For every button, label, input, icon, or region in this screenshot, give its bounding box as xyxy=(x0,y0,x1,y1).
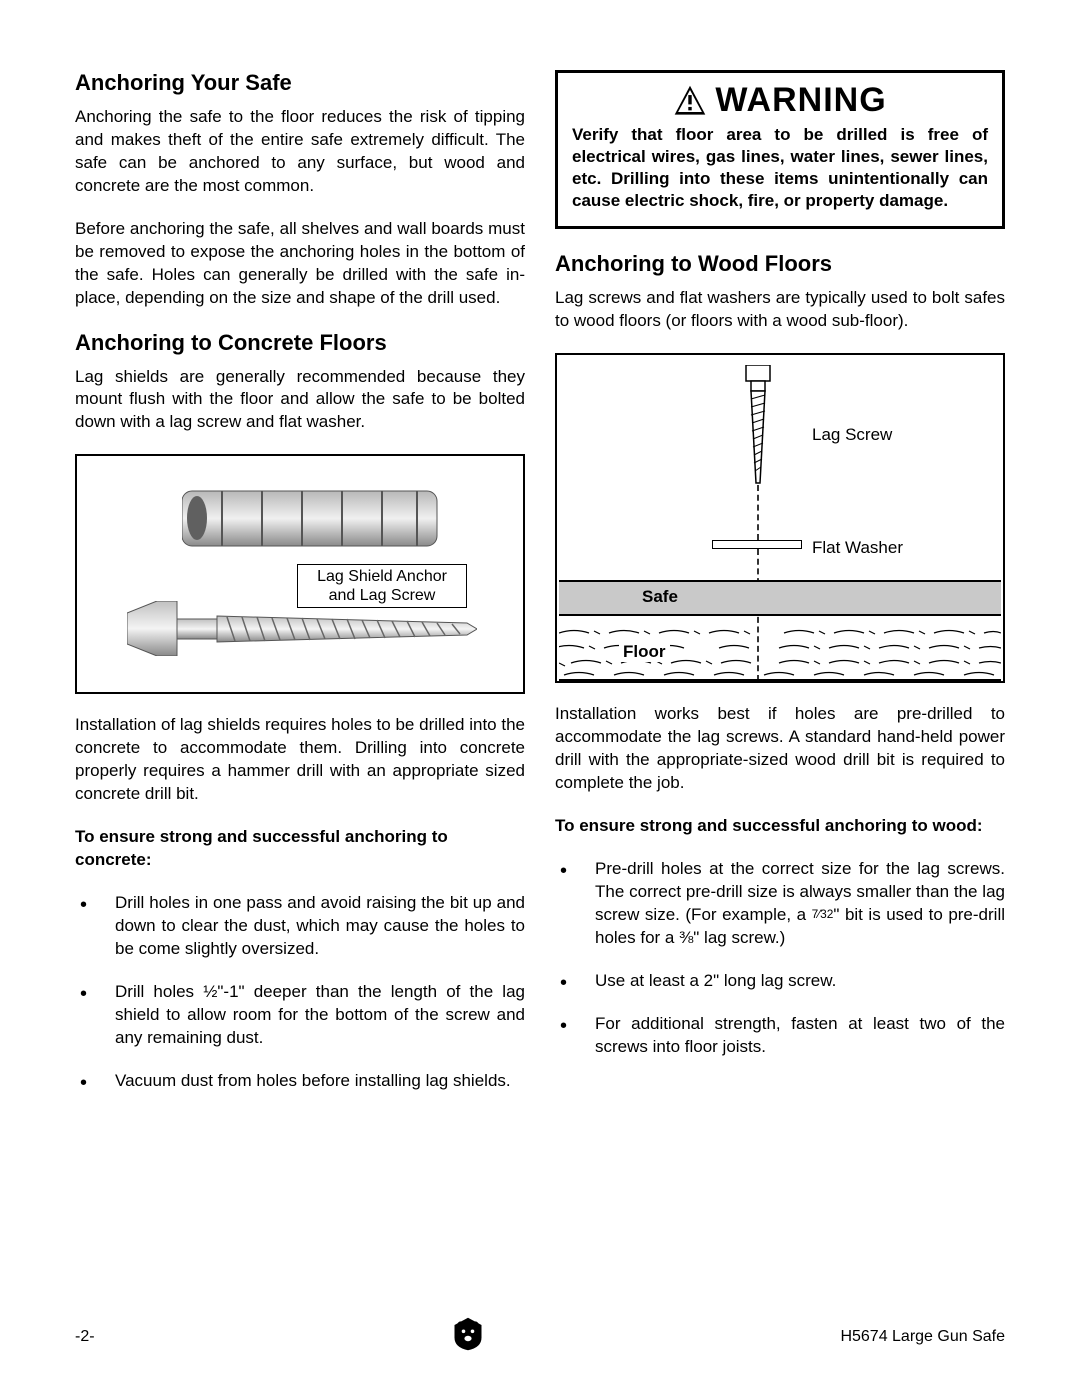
page-footer: -2- H5674 Large Gun Safe xyxy=(0,1316,1080,1357)
warning-text: Verify that floor area to be drilled is … xyxy=(572,124,988,212)
page-number: -2- xyxy=(75,1328,95,1346)
warning-box: WARNING Verify that floor area to be dri… xyxy=(555,70,1005,229)
figure-label: Lag Shield Anchor xyxy=(298,567,466,586)
model-name: H5674 Large Gun Safe xyxy=(840,1328,1005,1346)
figure-wood-floor: Lag Screw Flat Washer Safe Floor xyxy=(555,353,1005,683)
list-item: Pre-drill holes at the correct size for … xyxy=(555,858,1005,950)
para: Lag shields are generally recommended be… xyxy=(75,366,525,435)
warning-icon xyxy=(673,84,707,118)
bullet-list-concrete: Drill holes in one pass and avoid raisin… xyxy=(75,892,525,1093)
figure-label: Safe xyxy=(642,587,678,607)
safe-bar xyxy=(559,580,1001,616)
list-item: Drill holes in one pass and avoid raisin… xyxy=(75,892,525,961)
list-item: Vacuum dust from holes before installing… xyxy=(75,1070,525,1093)
heading-anchoring-safe: Anchoring Your Safe xyxy=(75,70,525,96)
figure-label: Floor xyxy=(619,642,670,662)
lag-shield-icon xyxy=(182,481,442,556)
figure-label: Flat Washer xyxy=(812,538,903,558)
para-bold: To ensure strong and successful anchorin… xyxy=(555,815,1005,838)
right-column: WARNING Verify that floor area to be dri… xyxy=(555,70,1005,1113)
flat-washer-icon xyxy=(712,540,802,549)
figure-label: Lag Screw xyxy=(812,425,892,445)
para: Installation of lag shields requires hol… xyxy=(75,714,525,806)
warning-title: WARNING xyxy=(715,81,886,120)
list-item: Drill holes ½"-1" deeper than the length… xyxy=(75,981,525,1050)
left-column: Anchoring Your Safe Anchoring the safe t… xyxy=(75,70,525,1113)
lag-screw-icon xyxy=(127,601,477,656)
para: Lag screws and flat washers are typicall… xyxy=(555,287,1005,333)
heading-concrete: Anchoring to Concrete Floors xyxy=(75,330,525,356)
para: Anchoring the safe to the floor reduces … xyxy=(75,106,525,198)
heading-wood: Anchoring to Wood Floors xyxy=(555,251,1005,277)
bear-logo-icon xyxy=(450,1316,486,1357)
para: Before anchoring the safe, all shelves a… xyxy=(75,218,525,310)
bullet-list-wood: Pre-drill holes at the correct size for … xyxy=(555,858,1005,1059)
list-item: Use at least a 2" long lag screw. xyxy=(555,970,1005,993)
figure-lag-shield: Lag Shield Anchor and Lag Screw xyxy=(75,454,525,694)
warning-heading: WARNING xyxy=(572,81,988,120)
para-bold: To ensure strong and successful anchorin… xyxy=(75,826,525,872)
dash-line xyxy=(757,485,759,540)
para: Installation works best if holes are pre… xyxy=(555,703,1005,795)
list-item: For additional strength, fasten at least… xyxy=(555,1013,1005,1059)
